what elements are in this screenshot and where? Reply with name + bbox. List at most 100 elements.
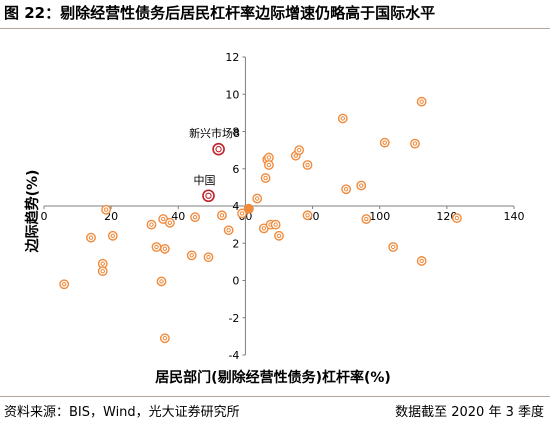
data-point-inner (343, 187, 349, 192)
highlight-point (212, 142, 225, 156)
data-point-inner (149, 222, 154, 227)
data-point-outer (452, 213, 462, 224)
data-point (416, 256, 427, 266)
data-point (260, 173, 271, 183)
data-point (223, 225, 234, 236)
data-point (294, 145, 305, 156)
data-point (388, 242, 399, 252)
highlight-point-inner (205, 192, 212, 199)
data-point-inner (266, 155, 272, 160)
data-point-inner (305, 162, 310, 168)
data-point (237, 208, 247, 219)
data-point-inner (412, 141, 418, 146)
data-point (341, 184, 352, 195)
highlight-point-outer (202, 189, 215, 203)
page-title: 图 22：剔除经营性债务后居民杠杆率边际增速仍略高于国际水平 (4, 4, 436, 22)
data-point-inner (273, 222, 278, 227)
x-tick-label: 120 (436, 210, 457, 223)
data-point (159, 243, 170, 254)
data-point (86, 232, 96, 243)
data-point-inner (206, 255, 211, 260)
data-point (410, 138, 420, 149)
data-point-inner (382, 140, 387, 145)
data-point-outer (164, 217, 175, 228)
data-point (274, 230, 284, 241)
data-point-outer (361, 214, 372, 224)
y-tick-label: -2 (228, 312, 239, 325)
data-point (146, 219, 157, 230)
data-point-inner (226, 228, 231, 233)
data-point-inner (103, 207, 109, 212)
data-point-outer (107, 230, 118, 241)
data-point-outer (270, 219, 281, 230)
data-point (217, 210, 227, 221)
data-point-inner (239, 211, 245, 216)
data-point-inner (276, 233, 282, 239)
data-point-inner (364, 216, 369, 222)
title-divider (0, 28, 550, 29)
x-tick-label: 40 (171, 210, 185, 223)
data-point (302, 210, 313, 221)
data-point-outer (260, 173, 271, 183)
y-tick-label: 0 (232, 275, 239, 288)
data-point-outer (156, 276, 167, 287)
chart-points (59, 96, 462, 344)
data-point-inner (266, 162, 272, 168)
data-point (302, 160, 313, 170)
data-point-inner (159, 279, 164, 284)
data-point-inner (100, 268, 105, 274)
data-point (186, 250, 197, 261)
data-point (252, 193, 263, 204)
data-point-inner (305, 213, 310, 218)
highlight-label: 新兴市场8 (189, 126, 240, 140)
data-point (379, 137, 390, 148)
data-point-inner (219, 213, 225, 218)
data-point-inner (192, 214, 198, 220)
data-point-outer (86, 232, 96, 243)
data-point-inner (110, 233, 116, 239)
data-point-inner (100, 261, 105, 266)
data-point-outer (274, 230, 284, 241)
data-point-inner (296, 147, 302, 153)
data-point-inner (162, 336, 168, 341)
data-point (270, 219, 281, 230)
data-point-inner (263, 175, 268, 181)
data-point-inner (454, 215, 460, 221)
data-point-outer (388, 242, 399, 252)
chart-axes (43, 56, 515, 356)
chart-annotations: 新兴市场8 中国 (189, 126, 240, 203)
data-point-outer (101, 204, 112, 215)
data-point-inner (340, 116, 345, 121)
data-point-outer (146, 219, 157, 230)
data-point (264, 152, 274, 163)
data-point (164, 217, 175, 228)
data-point-outer (186, 250, 197, 261)
data-point (59, 279, 70, 290)
data-point-inner (189, 253, 194, 258)
data-point-inner (419, 99, 424, 104)
data-point (416, 96, 427, 107)
data-point-inner (88, 235, 94, 240)
data-point-outer (151, 242, 162, 252)
data-point-inner (154, 244, 159, 250)
data-point-inner (167, 220, 173, 225)
data-point-outer (302, 160, 313, 170)
data-point-outer (356, 180, 367, 191)
data-point-inner (160, 216, 166, 222)
y-axis-label: 边际趋势(%) (24, 170, 41, 254)
data-point-outer (59, 279, 70, 290)
data-point-outer (223, 225, 234, 236)
data-point (190, 212, 200, 223)
data-point-filled (243, 203, 254, 214)
data-point (356, 180, 367, 191)
data-point-outer (159, 333, 170, 344)
x-axis-label: 居民部门(剔除经营性债务)杠杆率(%) (155, 369, 391, 386)
data-point-outer (264, 160, 274, 170)
data-point-inner (61, 282, 67, 287)
data-point-inner (419, 258, 424, 264)
data-point-outer (190, 212, 200, 223)
data-point (97, 266, 108, 277)
data-point-inner (390, 244, 396, 250)
data-point (264, 160, 274, 170)
data-point (107, 230, 118, 241)
